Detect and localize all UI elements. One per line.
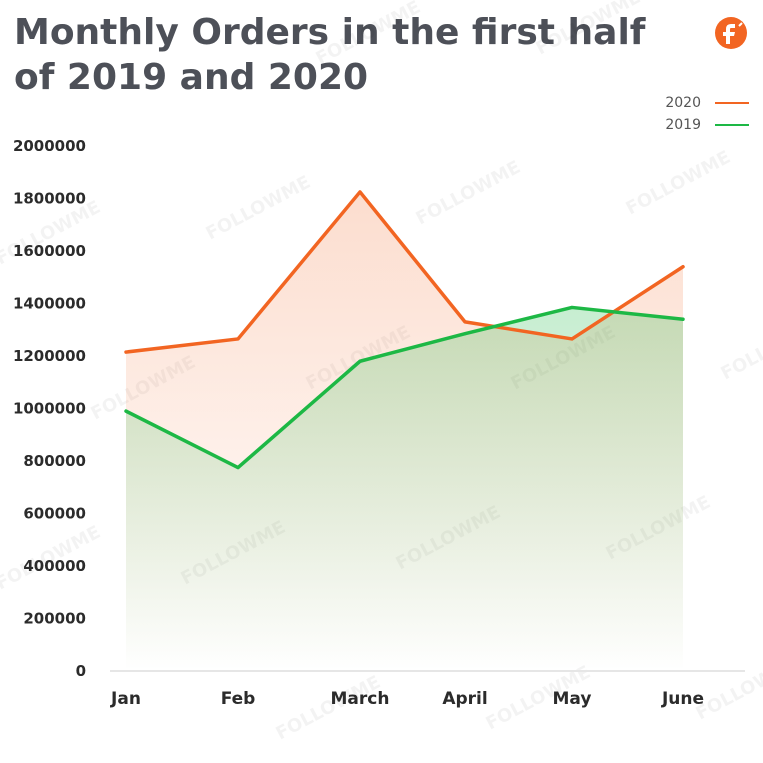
x-axis-ticks: Jan Feb March April May June: [110, 689, 704, 709]
watermark-text: FOLLOWME: [202, 172, 314, 245]
x-tick-label: Jan: [110, 689, 141, 709]
series-lines: [124, 190, 685, 470]
data-point-2019: [570, 305, 574, 309]
x-tick-label: June: [661, 689, 704, 709]
data-point-2020: [570, 337, 574, 341]
watermark-text: FOLLOWME: [717, 312, 763, 385]
y-tick-label: 600000: [23, 505, 86, 523]
data-point-2019: [358, 359, 362, 363]
y-tick-label: 0: [76, 662, 86, 680]
legend-label-2019: 2019: [665, 117, 701, 133]
data-point-2019: [463, 332, 467, 336]
series-line-2019: [124, 305, 685, 470]
legend-swatch-2020: [715, 102, 749, 104]
legend-item-2020: 2020: [665, 94, 749, 112]
y-tick-label: 400000: [23, 557, 86, 575]
data-point-2019: [681, 317, 685, 321]
x-tick-label: April: [442, 689, 487, 709]
y-tick-label: 1600000: [13, 242, 86, 260]
watermark-text: FOLLOWME: [412, 157, 524, 230]
chart-title: Monthly Orders in the first half of 2019…: [14, 12, 646, 98]
data-point-2019: [124, 409, 128, 413]
watermark-text: FOLLOWME: [622, 147, 734, 220]
data-point-2019: [236, 466, 240, 470]
legend-item-2019: 2019: [665, 116, 749, 134]
y-tick-label: 1200000: [13, 347, 86, 365]
series-line-2020: [124, 190, 685, 354]
watermark-text: FOLLOWME: [312, 0, 424, 69]
series-area-2019: [126, 307, 683, 671]
y-tick-label: 1000000: [13, 400, 86, 418]
series-areas: [126, 191, 683, 671]
legend-label-2020: 2020: [665, 95, 701, 111]
x-tick-label: Feb: [221, 689, 256, 709]
data-point-2020: [358, 190, 362, 194]
y-axis-ticks: 0 200000 400000 600000 800000 1000000 1200000 1…: [13, 137, 86, 680]
data-point-2020: [463, 320, 467, 324]
data-point-2020: [124, 350, 128, 354]
x-tick-label: May: [553, 689, 592, 709]
watermark-text: FOLLOWME: [532, 0, 644, 59]
legend-swatch-2019: [715, 124, 749, 126]
y-tick-label: 1400000: [13, 295, 86, 313]
data-point-2020: [236, 337, 240, 341]
y-tick-label: 2000000: [13, 137, 86, 155]
followme-logo-icon: [715, 17, 747, 49]
data-point-2020: [681, 265, 685, 269]
y-tick-label: 800000: [23, 452, 86, 470]
y-tick-label: 200000: [23, 610, 86, 628]
x-tick-label: March: [331, 689, 390, 709]
chart-legend: 2020 2019: [665, 94, 749, 134]
y-tick-label: 1800000: [13, 190, 86, 208]
